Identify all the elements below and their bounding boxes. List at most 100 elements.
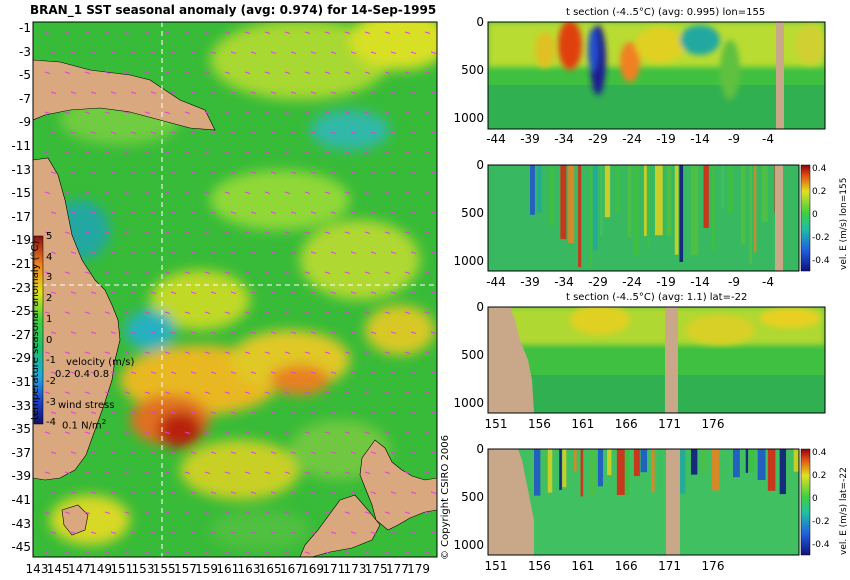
wind-arrow — [350, 211, 357, 214]
wind-arrow — [310, 91, 317, 94]
wind-arrow — [284, 351, 291, 354]
wind-arrow — [370, 91, 377, 94]
wind-arrow — [230, 411, 237, 414]
wind-arrow — [230, 491, 237, 494]
wind-arrow — [404, 151, 411, 154]
lon-tick-label: 161 — [216, 562, 240, 576]
wind-arrow — [344, 151, 351, 154]
wind-arrow — [330, 451, 337, 454]
colorbar-label: temperature seasonal anomaly (°C) — [30, 240, 41, 420]
wind-arrow — [70, 411, 77, 414]
wind-arrow — [124, 191, 131, 194]
wind-arrow — [310, 251, 317, 254]
wind-arrow — [224, 311, 231, 314]
wind-arrow — [350, 331, 357, 334]
panel-colorbar-tick: 0.4 — [812, 448, 827, 458]
wind-arrow — [230, 51, 237, 54]
panel-colorbar-tick: 0.2 — [812, 471, 827, 481]
wind-arrow — [124, 151, 131, 154]
wind-arrow — [84, 111, 91, 114]
wind-arrow — [110, 411, 117, 414]
wind-arrow — [384, 471, 391, 474]
wind-arrow — [430, 131, 437, 134]
wind-arrow — [130, 51, 137, 54]
panel-x-tick-label: 161 — [571, 417, 595, 431]
wind-arrow — [424, 511, 431, 514]
wind-arrow — [270, 411, 277, 414]
wind-arrow — [130, 131, 137, 134]
wind-arrow — [170, 491, 177, 494]
panel-x-tick-label: -24 — [622, 132, 642, 146]
wind-arrow — [90, 531, 97, 534]
wind-arrow — [150, 51, 157, 54]
wind-arrow — [184, 311, 191, 314]
wind-arrow — [84, 271, 91, 274]
wind-arrow — [264, 471, 271, 474]
wind-arrow — [90, 291, 97, 294]
velocity-stripe — [588, 165, 592, 269]
wind-arrow — [384, 311, 391, 314]
panel-x-tick-label: 151 — [484, 559, 508, 573]
wind-arrow — [404, 231, 411, 234]
wind-arrow — [330, 171, 337, 174]
panel-colorbar-tick: -0.4 — [812, 256, 830, 266]
nz-north-island-landmass — [359, 439, 437, 531]
panel-colorbar-tick: 0 — [812, 494, 818, 504]
lat-tick-label: -13 — [11, 162, 31, 177]
panel-colorbar-tick: -0.2 — [812, 233, 830, 243]
wind-arrow — [350, 251, 357, 254]
wind-arrow — [224, 191, 231, 194]
wind-arrow — [164, 151, 171, 154]
panel-y-tick-label: 500 — [461, 490, 484, 504]
section-panel-4 — [487, 448, 811, 556]
wind-arrow — [124, 431, 131, 434]
wind-arrow — [410, 171, 417, 174]
wind-arrow — [290, 451, 297, 454]
velocity-stripe — [745, 449, 749, 473]
velocity-stripe — [560, 165, 567, 240]
wind-arrow — [104, 31, 111, 34]
wind-arrow — [430, 171, 437, 174]
wind-arrow — [204, 111, 211, 114]
velocity-stripe — [761, 165, 768, 223]
lat-tick-label: -23 — [11, 280, 31, 295]
lon-tick-label: 169 — [301, 562, 325, 576]
wind-arrow — [230, 451, 237, 454]
wind-arrow — [344, 511, 351, 514]
wind-arrow — [130, 211, 137, 214]
wind-arrow — [44, 391, 51, 394]
wind-arrow — [404, 71, 411, 74]
wind-arrow — [150, 291, 157, 294]
wind-arrow — [190, 371, 197, 374]
wind-arrow — [244, 511, 251, 514]
wind-arrow — [70, 371, 77, 374]
wind-arrow — [144, 471, 151, 474]
wind-arrow — [364, 391, 371, 394]
wind-arrow — [350, 51, 357, 54]
wind-arrow — [370, 411, 377, 414]
wind-arrow — [204, 71, 211, 74]
wind-arrow — [204, 431, 211, 434]
wind-arrow — [110, 91, 117, 94]
wind-arrow — [264, 111, 271, 114]
wind-arrow — [330, 331, 337, 334]
wind-arrow — [64, 271, 71, 274]
wind-arrow — [244, 311, 251, 314]
wind-arrow — [430, 411, 437, 414]
wind-arrow — [104, 551, 111, 554]
wind-arrow — [204, 271, 211, 274]
wind-arrow — [250, 411, 257, 414]
wind-arrow — [430, 331, 437, 334]
wind-arrow — [84, 311, 91, 314]
wind-arrow — [84, 431, 91, 434]
wind-arrow — [250, 51, 257, 54]
wind-arrow — [124, 271, 131, 274]
wind-arrow — [370, 331, 377, 334]
wind-arrow — [150, 251, 157, 254]
lat-tick-label: -7 — [19, 91, 31, 106]
wind-arrow — [304, 271, 311, 274]
velocity-stripe — [633, 165, 639, 256]
panel-x-tick-label: -14 — [690, 275, 710, 289]
wind-arrow — [84, 71, 91, 74]
wind-arrow — [410, 291, 417, 294]
